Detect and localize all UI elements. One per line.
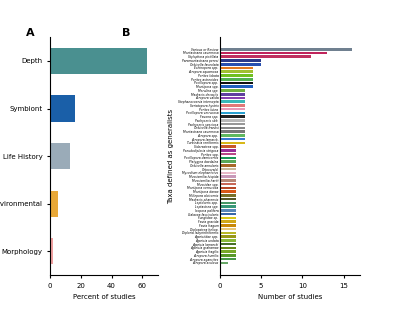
X-axis label: Percent of studies: Percent of studies bbox=[73, 294, 135, 300]
Bar bbox=[220, 67, 253, 69]
Bar bbox=[220, 250, 236, 253]
Bar bbox=[220, 104, 244, 107]
Bar bbox=[220, 187, 236, 189]
Bar bbox=[220, 190, 236, 193]
Bar bbox=[220, 100, 244, 103]
Bar bbox=[50, 191, 58, 217]
Bar bbox=[220, 153, 236, 155]
Bar bbox=[220, 171, 236, 174]
Bar bbox=[220, 142, 244, 144]
Bar bbox=[220, 85, 253, 88]
Bar bbox=[220, 89, 244, 92]
Bar bbox=[220, 160, 236, 163]
Bar bbox=[220, 201, 236, 204]
Bar bbox=[50, 95, 75, 121]
X-axis label: Number of studies: Number of studies bbox=[258, 294, 322, 300]
Bar bbox=[220, 138, 244, 141]
Bar bbox=[220, 220, 236, 223]
Bar bbox=[50, 238, 53, 264]
Bar bbox=[220, 231, 236, 234]
Bar bbox=[220, 112, 244, 114]
Bar bbox=[220, 175, 236, 178]
Bar bbox=[220, 74, 253, 77]
Bar bbox=[220, 254, 236, 257]
Bar bbox=[220, 52, 327, 54]
Bar bbox=[220, 213, 236, 215]
Bar bbox=[220, 127, 244, 129]
Bar bbox=[220, 258, 236, 260]
Bar bbox=[220, 108, 244, 111]
Bar bbox=[220, 145, 236, 148]
Bar bbox=[220, 243, 236, 245]
Bar bbox=[220, 183, 236, 185]
Bar bbox=[220, 63, 261, 66]
Text: A: A bbox=[26, 28, 35, 38]
Bar bbox=[220, 194, 236, 197]
Bar bbox=[220, 247, 236, 249]
Bar bbox=[50, 143, 70, 169]
Bar bbox=[220, 119, 244, 122]
Bar bbox=[220, 130, 244, 133]
Bar bbox=[220, 134, 244, 137]
Bar bbox=[220, 168, 236, 171]
Bar bbox=[220, 149, 236, 152]
Bar bbox=[220, 48, 352, 50]
Bar bbox=[220, 209, 236, 212]
Bar bbox=[220, 164, 236, 167]
Bar bbox=[220, 123, 244, 125]
Bar bbox=[50, 48, 147, 74]
Bar bbox=[220, 217, 236, 219]
Bar bbox=[220, 93, 244, 95]
Bar bbox=[220, 205, 236, 208]
Bar bbox=[220, 97, 244, 99]
Bar bbox=[220, 235, 236, 238]
Bar bbox=[220, 82, 253, 84]
Bar bbox=[220, 262, 228, 264]
Bar bbox=[220, 228, 236, 231]
Bar bbox=[220, 78, 253, 81]
Bar bbox=[220, 198, 236, 201]
Bar bbox=[220, 70, 253, 73]
Text: B: B bbox=[122, 28, 130, 38]
Bar bbox=[220, 55, 310, 58]
Bar bbox=[220, 224, 236, 227]
Bar bbox=[220, 59, 261, 62]
Bar bbox=[220, 179, 236, 182]
Y-axis label: Taxa defined as generalists: Taxa defined as generalists bbox=[168, 108, 174, 204]
Bar bbox=[220, 239, 236, 242]
Bar bbox=[220, 115, 244, 118]
Bar bbox=[220, 157, 236, 159]
